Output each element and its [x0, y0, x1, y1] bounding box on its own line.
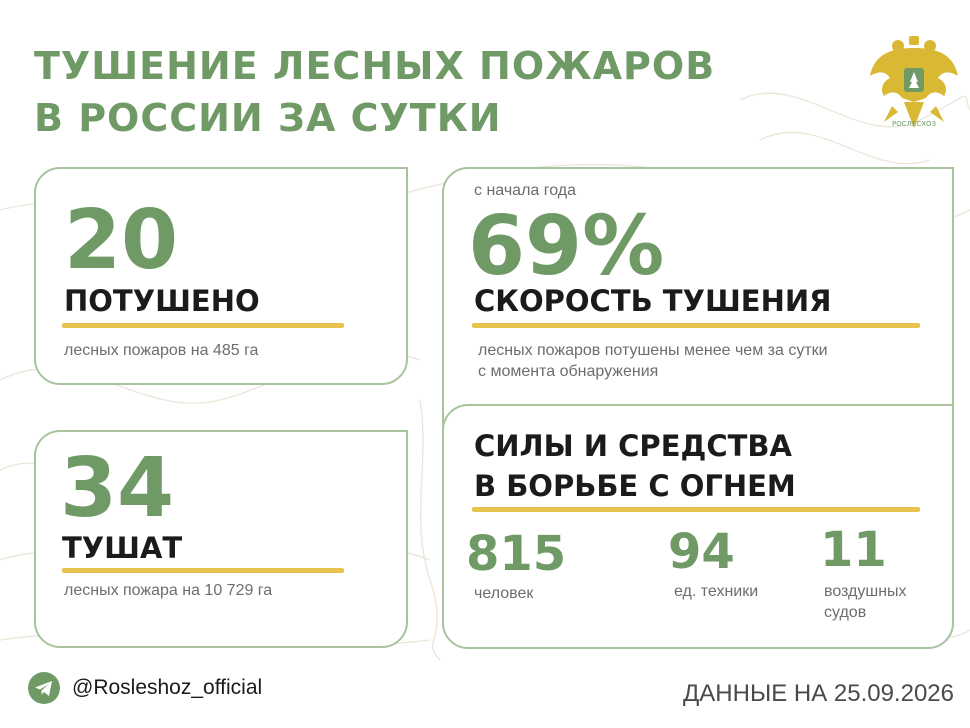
speed-divider	[472, 323, 920, 328]
aircraft-label-line-1: воздушных	[824, 583, 907, 600]
page-title: ТУШЕНИЕ ЛЕСНЫХ ПОЖАРОВ В РОССИИ ЗА СУТКИ	[34, 40, 715, 144]
speed-note-line-2: с момента обнаружения	[478, 363, 659, 380]
forces-title: СИЛЫ И СРЕДСТВА В БОРЬБЕ С ОГНЕМ	[474, 426, 796, 506]
title-line-2: В РОССИИ ЗА СУТКИ	[34, 96, 502, 140]
speed-caption: с начала года	[474, 182, 577, 199]
people-count: 815	[466, 526, 567, 582]
extinguished-card	[34, 167, 408, 385]
telegram-icon[interactable]	[28, 672, 60, 704]
fighting-label: ТУШАТ	[62, 531, 183, 565]
forces-divider	[472, 507, 920, 512]
fighting-divider	[62, 568, 344, 573]
fighting-count: 34	[60, 441, 175, 536]
speed-percent: 69%	[468, 199, 665, 294]
speed-forces-card	[442, 167, 954, 649]
equipment-count: 94	[668, 524, 735, 580]
fighting-card	[34, 430, 408, 648]
data-date: ДАННЫЕ НА 25.09.2026	[683, 680, 954, 707]
aircraft-label: воздушных судов	[824, 581, 907, 623]
extinguished-count: 20	[64, 193, 179, 288]
equipment-label: ед. техники	[674, 583, 759, 600]
speed-note: лесных пожаров потушены менее чем за сут…	[478, 340, 828, 382]
emblem-logo: РОСЛЕСХОЗ	[868, 32, 960, 132]
speed-label: СКОРОСТЬ ТУШЕНИЯ	[474, 284, 832, 318]
card-inner-divider	[442, 404, 954, 466]
forces-title-line-2: В БОРЬБЕ С ОГНЕМ	[474, 469, 796, 503]
emblem-caption: РОСЛЕСХОЗ	[892, 120, 936, 128]
telegram-handle-link[interactable]: @Rosleshoz_official	[72, 676, 263, 699]
people-label: человек	[474, 585, 534, 602]
aircraft-label-line-2: судов	[824, 604, 867, 621]
forces-title-line-1: СИЛЫ И СРЕДСТВА	[474, 429, 792, 463]
speed-note-line-1: лесных пожаров потушены менее чем за сут…	[478, 342, 828, 359]
fighting-note: лесных пожара на 10 729 га	[64, 582, 273, 599]
title-line-1: ТУШЕНИЕ ЛЕСНЫХ ПОЖАРОВ	[34, 44, 716, 88]
extinguished-divider	[62, 323, 344, 328]
extinguished-note: лесных пожаров на 485 га	[64, 342, 259, 359]
extinguished-label: ПОТУШЕНО	[64, 284, 260, 318]
aircraft-count: 11	[820, 522, 887, 578]
